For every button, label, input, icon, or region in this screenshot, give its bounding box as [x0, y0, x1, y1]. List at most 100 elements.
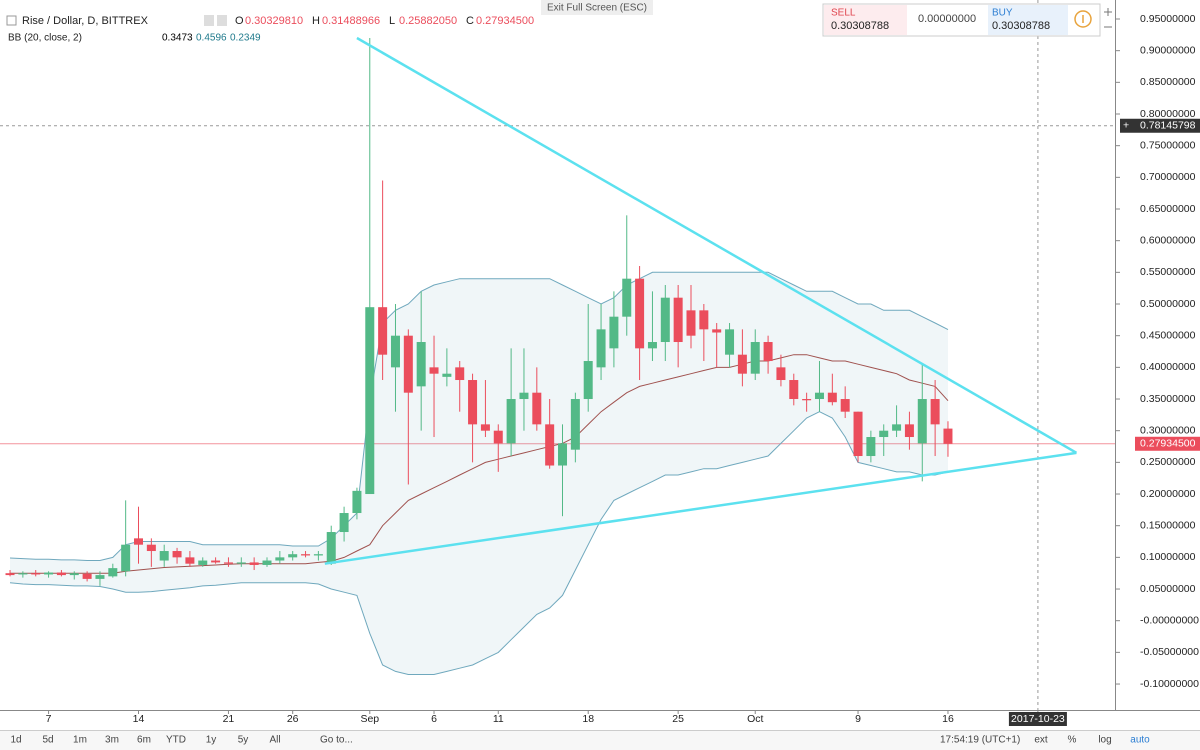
candle-body [236, 562, 246, 564]
candle-body [660, 297, 670, 343]
icon[interactable] [204, 15, 214, 26]
info-icon[interactable] [1074, 10, 1092, 28]
candle-body [892, 424, 902, 431]
y-tick-label: 0.95000000 [1140, 13, 1196, 25]
ohlc-value: 0.31488966 [322, 15, 380, 27]
y-tick-label: 0.75000000 [1140, 139, 1196, 151]
y-tick-label: 0.35000000 [1140, 393, 1196, 405]
candle-body [814, 392, 824, 400]
band-fill [10, 272, 948, 675]
candle-body [853, 411, 863, 457]
x-tick-label: 2017-10-23 [1011, 713, 1065, 725]
indicator-value: 0.2349 [230, 33, 261, 44]
candle-body [480, 424, 490, 431]
candle-body [583, 361, 593, 400]
x-tick-label: 7 [46, 713, 52, 725]
candle-body [313, 554, 323, 556]
bottom-toolbar [0, 730, 1200, 750]
y-tick-label: 0.65000000 [1140, 203, 1196, 215]
buy-button[interactable] [988, 5, 1068, 35]
range-button[interactable]: 1d [10, 735, 21, 746]
range-button[interactable]: 6m [137, 735, 151, 746]
ohlc-key: L [389, 15, 395, 27]
candle-body [532, 392, 542, 425]
candle-body [827, 392, 837, 403]
candle-body [262, 560, 272, 565]
ohlc-value: 0.30329810 [245, 15, 303, 27]
candle-body [802, 399, 812, 401]
trendline [324, 451, 1077, 565]
candle-body [686, 310, 696, 336]
y-tick-label: 0.90000000 [1140, 44, 1196, 56]
zoom-buttons[interactable] [1104, 8, 1112, 28]
last-price-label: 0.27934500 [1140, 438, 1196, 450]
last-price-box [1135, 436, 1200, 451]
buy-price[interactable]: 0.30308788 [992, 20, 1050, 32]
range-button[interactable]: YTD [166, 735, 186, 746]
toolbar-items: 1d 5d 1m 3m 6m YTD 1y 5y All Go to... 17:54:19 (UT… [10, 735, 1150, 746]
candle-body [159, 551, 169, 561]
candle-body [121, 544, 131, 572]
range-button[interactable]: 1y [206, 735, 217, 746]
y-tick-label: 0.40000000 [1140, 361, 1196, 373]
buy-label[interactable]: BUY [992, 8, 1013, 19]
range-button[interactable]: 5y [238, 735, 249, 746]
y-tick-label: -0.05000000 [1140, 646, 1199, 658]
candle-body [647, 342, 657, 349]
crosshair-time-box [1008, 712, 1067, 726]
candle-body [108, 568, 118, 577]
candle-body [5, 573, 15, 576]
trendline [356, 36, 1078, 454]
candle-body [673, 297, 683, 343]
candle-body [493, 430, 503, 444]
candle-body [943, 428, 953, 444]
scale-option[interactable]: % [1068, 735, 1077, 746]
y-tick-label: 0.80000000 [1140, 108, 1196, 120]
x-tick-label: 11 [493, 713, 504, 725]
sell-label[interactable]: SELL [831, 8, 856, 19]
indicator-label: BB (20, close, 2) [8, 33, 82, 44]
indicator-value: 0.3473 [162, 33, 193, 44]
candle-body [82, 573, 92, 579]
goto-button[interactable]: Go to... [320, 735, 353, 746]
candle-body [840, 399, 850, 412]
x-tick-label: Oct [747, 713, 763, 725]
y-tick-label: 0.30000000 [1140, 424, 1196, 436]
ohlc-key: C [466, 15, 474, 27]
range-button[interactable]: 3m [105, 735, 119, 746]
sell-price[interactable]: 0.30308788 [831, 20, 889, 32]
scale-option[interactable]: auto [1130, 735, 1150, 746]
candle-body [442, 373, 452, 377]
icon[interactable] [217, 15, 227, 26]
y-tick-label: 0.10000000 [1140, 551, 1196, 563]
symbol-title: Rise / Dollar, D, BITTREX [22, 15, 149, 27]
range-button[interactable]: 1m [73, 735, 87, 746]
candle-body [789, 380, 799, 400]
bb-upper [9, 271, 949, 561]
candle-body [134, 538, 144, 545]
exit-fullscreen[interactable]: Exit Full Screen (ESC) [547, 3, 647, 14]
exit-fullscreen-button[interactable] [541, 0, 653, 15]
ohlc-value: 0.25882050 [399, 15, 457, 27]
candle-body [185, 557, 195, 564]
candle-body [365, 307, 375, 495]
collapse-icon[interactable] [6, 15, 17, 26]
range-button[interactable]: 5d [42, 735, 53, 746]
crosshair-price: 0.78145798 [1140, 120, 1196, 132]
candle-body [570, 399, 580, 450]
candle-body [506, 399, 516, 444]
candle-body [339, 513, 349, 533]
candle-body [468, 380, 478, 425]
range-button[interactable]: All [269, 735, 280, 746]
candle-body [18, 573, 28, 575]
y-tick-label: -0.00000000 [1140, 614, 1199, 626]
y-tick-label: 0.70000000 [1140, 171, 1196, 183]
candle-body [609, 316, 619, 349]
sell-button[interactable] [824, 5, 907, 35]
y-tick-label: 0.05000000 [1140, 583, 1196, 595]
scale-option[interactable]: ext [1034, 735, 1048, 746]
scale-option[interactable]: log [1098, 735, 1111, 746]
candle-body [326, 532, 336, 564]
bb-lower [9, 411, 949, 675]
